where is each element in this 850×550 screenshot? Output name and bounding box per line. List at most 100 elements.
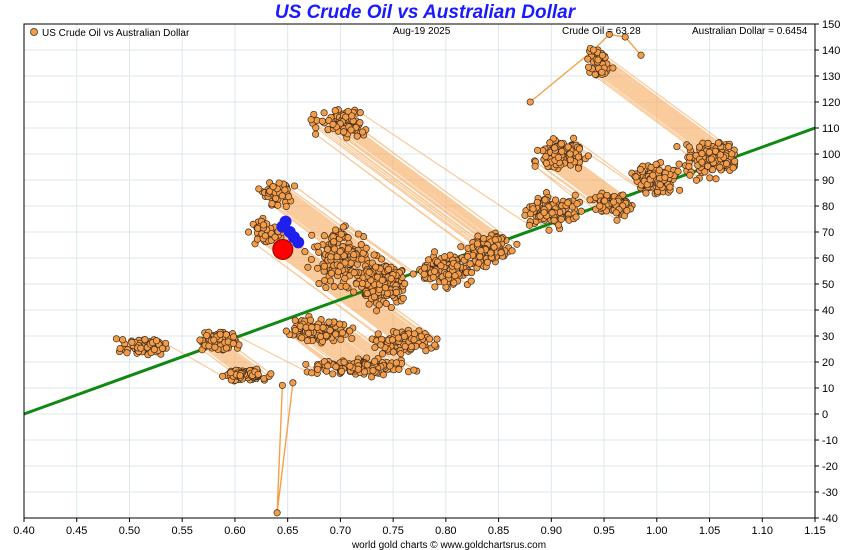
recent-points <box>276 215 305 249</box>
data-point <box>196 336 204 344</box>
y-tick-label: 70 <box>822 227 834 239</box>
data-point <box>341 274 349 282</box>
data-point <box>312 130 320 138</box>
data-point <box>325 318 333 326</box>
data-point <box>729 164 737 172</box>
data-point <box>275 179 283 187</box>
data-point <box>632 173 640 181</box>
data-point <box>722 160 731 168</box>
data-point <box>320 109 328 117</box>
data-point <box>698 158 706 166</box>
data-point <box>621 33 629 41</box>
data-point <box>610 198 618 206</box>
data-point <box>450 279 458 287</box>
date-readout: Aug-19 2025 <box>393 26 451 37</box>
data-point <box>307 255 315 264</box>
y-tick-label: 60 <box>822 253 834 265</box>
data-point <box>327 269 336 277</box>
data-point <box>222 331 230 339</box>
data-point <box>725 142 733 151</box>
data-point <box>707 155 715 163</box>
data-point <box>254 370 262 378</box>
data-point <box>348 112 356 120</box>
data-point <box>467 277 475 285</box>
data-point <box>712 175 720 183</box>
data-point <box>429 273 437 281</box>
data-point <box>352 280 360 288</box>
data-point <box>430 248 439 256</box>
y-tick-label: 110 <box>822 123 840 135</box>
x-tick-label: 1.00 <box>646 525 667 537</box>
data-point <box>119 336 127 344</box>
data-point <box>410 330 419 338</box>
data-point <box>314 242 322 250</box>
data-point <box>387 303 395 312</box>
data-point <box>574 153 582 161</box>
data-point <box>529 205 537 213</box>
data-point <box>216 330 224 338</box>
data-point <box>350 288 358 296</box>
data-path-line <box>276 382 294 513</box>
data-point <box>282 202 290 210</box>
x-tick-label: 1.15 <box>804 525 825 537</box>
data-point <box>329 370 337 378</box>
data-point <box>453 262 461 270</box>
data-point <box>128 338 136 346</box>
data-point <box>289 379 297 387</box>
data-point <box>468 269 476 277</box>
y-tick-label: 90 <box>822 175 834 187</box>
data-point <box>369 367 377 375</box>
data-point <box>409 270 417 278</box>
data-point <box>377 255 386 263</box>
data-point <box>636 165 644 173</box>
data-point <box>728 150 736 158</box>
data-point <box>572 213 580 221</box>
data-point <box>315 248 323 256</box>
data-point <box>685 143 693 151</box>
data-point <box>332 330 340 338</box>
data-point <box>473 240 482 248</box>
data-point <box>253 235 261 243</box>
data-point <box>261 232 269 240</box>
current-point-marker <box>272 238 294 260</box>
data-point <box>589 46 598 54</box>
data-point <box>533 198 541 206</box>
current-point <box>272 238 294 260</box>
data-point <box>497 249 505 257</box>
data-point <box>330 283 338 291</box>
y-tick-label: 50 <box>822 279 834 291</box>
data-point <box>331 107 339 115</box>
data-point <box>321 276 329 285</box>
data-point <box>365 268 373 276</box>
data-point <box>340 358 348 366</box>
data-point <box>357 241 365 249</box>
x-tick-label: 0.50 <box>119 525 140 537</box>
y-axis: -40 -30 -20 -10 0 10 20 30 40 50 60 70 80 90 100 110 120… <box>815 19 840 525</box>
data-point <box>554 153 562 162</box>
data-point <box>324 245 332 253</box>
data-point <box>375 301 383 309</box>
data-point <box>363 289 371 297</box>
x-tick-label: 0.60 <box>224 525 245 537</box>
data-point <box>513 240 521 248</box>
data-point <box>327 277 335 285</box>
y-tick-label: 40 <box>822 305 834 317</box>
data-point <box>431 283 439 291</box>
data-point <box>431 267 439 275</box>
data-point <box>656 181 664 189</box>
data-point <box>308 369 316 377</box>
data-point <box>356 119 364 127</box>
legend: US Crude Oil vs Australian Dollar <box>30 28 190 39</box>
data-point <box>372 263 380 271</box>
data-point <box>483 258 492 266</box>
data-point <box>577 207 585 215</box>
data-point <box>379 371 387 379</box>
data-point <box>372 307 381 315</box>
y-tick-label: -30 <box>822 487 838 499</box>
data-point <box>319 324 327 332</box>
data-point <box>424 256 433 264</box>
data-point <box>401 342 409 351</box>
data-point <box>389 348 397 356</box>
plot-frame <box>23 23 816 519</box>
